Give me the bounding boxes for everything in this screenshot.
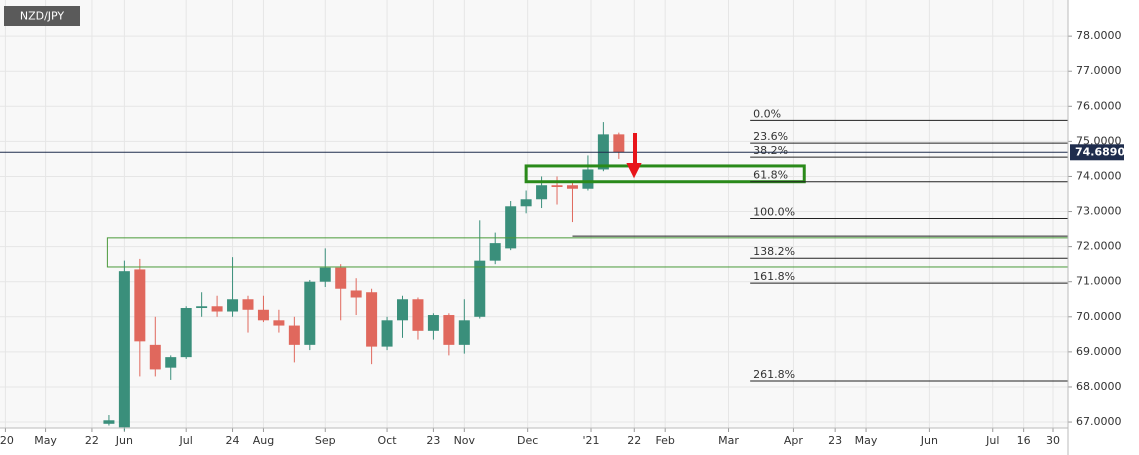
x-tick-label: '21 [583, 434, 600, 447]
candle-body [551, 185, 563, 187]
title-box [4, 6, 80, 26]
y-tick-label: 72.0000 [1076, 240, 1122, 253]
zone-box [524, 164, 806, 184]
candle-body [443, 315, 455, 345]
candle-body [474, 260, 486, 317]
candle-body [520, 199, 532, 207]
fib-label: 38.2% [753, 144, 788, 157]
candle-body [458, 320, 470, 345]
y-tick-label: 69.0000 [1076, 345, 1122, 358]
fib-label: 261.8% [753, 368, 795, 381]
y-tick-label: 68.0000 [1076, 380, 1122, 393]
candle-body [582, 169, 594, 189]
x-tick-label: 22 [85, 434, 99, 447]
fib-label: 138.2% [753, 245, 795, 258]
last-price-label: 74.6890 [1075, 145, 1125, 158]
x-tick-label: Jun [115, 434, 133, 447]
candle-body [412, 299, 424, 331]
x-tick-label: May [855, 434, 878, 447]
candle-body [397, 299, 409, 321]
y-tick-label: 67.0000 [1076, 415, 1122, 428]
y-tick-label: 76.0000 [1076, 99, 1122, 112]
x-tick-label: Dec [517, 434, 538, 447]
y-tick-label: 74.0000 [1076, 169, 1122, 182]
y-tick-label: 71.0000 [1076, 275, 1122, 288]
x-tick-label: Jul [985, 434, 999, 447]
x-tick-label: Jun [920, 434, 938, 447]
candle-body [273, 320, 285, 326]
x-tick-label: '20 [0, 434, 14, 447]
candle-body [427, 315, 439, 331]
candle-body [288, 325, 300, 345]
candle-body [180, 308, 192, 358]
candle-body [242, 299, 254, 310]
candle-body [257, 309, 269, 321]
candle-body [211, 306, 223, 312]
fib-label: 0.0% [753, 107, 781, 120]
x-tick-label: Jul [179, 434, 193, 447]
x-tick-label: Oct [378, 434, 398, 447]
candle-body [134, 269, 146, 342]
y-tick-label: 70.0000 [1076, 310, 1122, 323]
x-tick-label: May [34, 434, 57, 447]
x-tick-label: 24 [226, 434, 240, 447]
candle-body [118, 271, 130, 428]
x-tick-label: Apr [784, 434, 804, 447]
x-tick-label: 23 [426, 434, 440, 447]
candle-body [566, 185, 578, 189]
x-tick-label: 16 [1017, 434, 1031, 447]
candle-body [103, 420, 115, 424]
fib-label: 23.6% [753, 130, 788, 143]
x-tick-label: Sep [315, 434, 336, 447]
x-tick-label: 22 [627, 434, 641, 447]
candle-body [335, 267, 347, 289]
down-arrow [626, 133, 642, 179]
candle-body [366, 292, 378, 347]
candle-body [227, 299, 239, 312]
y-tick-label: 78.0000 [1076, 29, 1122, 42]
fib-label: 161.8% [753, 270, 795, 283]
candle-body [196, 306, 208, 309]
candle-body [505, 206, 517, 249]
candle-body [350, 290, 362, 298]
y-tick-label: 77.0000 [1076, 64, 1122, 77]
candle-body [489, 243, 501, 261]
x-tick-label: Nov [454, 434, 476, 447]
fib-label: 61.8% [753, 169, 788, 182]
candle-body [319, 267, 331, 282]
candle-body [149, 344, 161, 370]
candle-body [536, 185, 548, 200]
y-tick-label: 73.0000 [1076, 205, 1122, 218]
candle-body [613, 134, 625, 153]
x-tick-label: Mar [718, 434, 739, 447]
y-tick-label: 75.0000 [1076, 134, 1122, 147]
x-tick-label: 30 [1046, 434, 1060, 447]
candle-body [165, 357, 177, 368]
candle-body [381, 320, 393, 347]
chart-title: NZD/JPY [20, 10, 65, 23]
x-tick-label: 23 [828, 434, 842, 447]
x-tick-label: Aug [253, 434, 274, 447]
last-price-box [1070, 144, 1124, 161]
candle-body [304, 281, 316, 345]
fib-label: 100.0% [753, 206, 795, 219]
x-tick-label: Feb [655, 434, 674, 447]
